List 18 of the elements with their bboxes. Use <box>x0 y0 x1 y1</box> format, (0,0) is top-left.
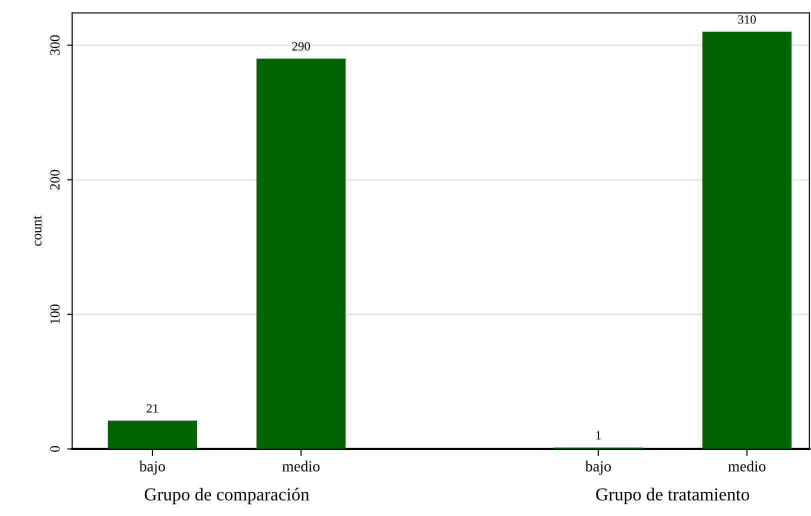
y-axis-title: count <box>34 216 42 246</box>
x-tick-label: medio <box>282 460 320 472</box>
x-tick-label: medio <box>728 460 766 472</box>
bar <box>256 58 346 449</box>
y-tick-label: 100 <box>50 304 60 324</box>
y-tick-label: 300 <box>50 35 60 55</box>
x-tick-label: bajo <box>585 460 611 475</box>
text: Grupo de comparación <box>144 488 310 504</box>
data-label: 21 <box>146 404 158 412</box>
data-label: 1 <box>596 431 601 440</box>
y-tick-label: 200 <box>50 170 60 190</box>
bar <box>702 32 792 449</box>
y-tick-label: 0 <box>50 446 60 452</box>
x-tick-label: bajo <box>139 460 166 475</box>
bar <box>108 420 198 449</box>
text: Grupo de tratamiento <box>596 488 750 504</box>
data-label: 310 <box>738 15 756 24</box>
data-label: 290 <box>292 42 310 51</box>
